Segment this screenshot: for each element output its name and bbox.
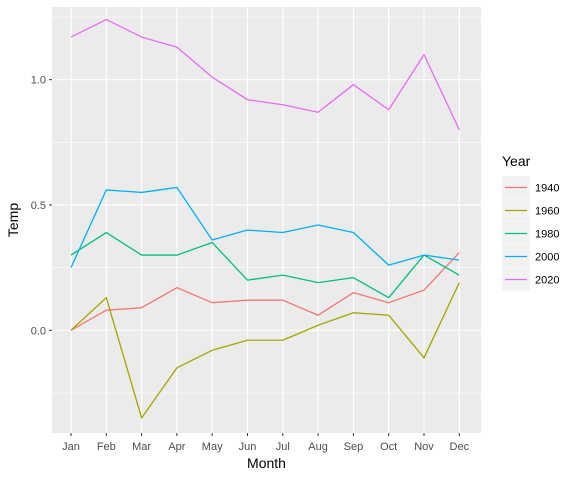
- x-tick-label: Jan: [62, 441, 80, 453]
- y-axis: 0.0 0.5 1.0: [31, 75, 52, 337]
- series-line-2000: [70, 186, 460, 268]
- legend-label-1980: 1980: [535, 229, 559, 241]
- x-tick-label: Oct: [380, 441, 397, 453]
- plot-panel: [52, 7, 481, 433]
- legend-label-1940: 1940: [535, 183, 559, 195]
- x-tick-label: Dec: [450, 441, 470, 453]
- x-tick-label: Mar: [132, 441, 151, 453]
- minor-gridlines: [52, 16, 481, 394]
- y-tick-label: 0.0: [31, 325, 46, 337]
- series-line-1940: [70, 252, 460, 331]
- x-tick-label: Sep: [344, 441, 364, 453]
- legend-title: Year: [502, 153, 531, 169]
- series-line-2020: [70, 18, 460, 131]
- series-line-1980: [70, 231, 460, 299]
- major-gridlines: [52, 7, 481, 433]
- x-tick-label: Apr: [168, 441, 185, 453]
- x-axis-title: Month: [247, 455, 286, 471]
- x-tick-label: Jun: [239, 441, 257, 453]
- x-tick-label: Nov: [414, 441, 434, 453]
- series-line-1960: [70, 282, 460, 419]
- legend-label-1960: 1960: [535, 206, 559, 218]
- y-tick-label: 1.0: [31, 75, 46, 87]
- legend: Year 1940 1960 1980 2000 2020: [502, 153, 559, 291]
- x-tick-label: Aug: [308, 441, 328, 453]
- legend-label-2000: 2000: [535, 252, 559, 264]
- series-lines: [70, 18, 460, 419]
- x-tick-label: Jul: [276, 441, 290, 453]
- y-axis-title: Temp: [5, 203, 21, 237]
- x-tick-label: May: [202, 441, 223, 453]
- x-tick-label: Feb: [97, 441, 116, 453]
- y-tick-label: 0.5: [31, 200, 46, 212]
- x-axis: Jan Feb Mar Apr May Jun Jul Aug Sep Oct Nov Dec: [62, 433, 470, 453]
- legend-label-2020: 2020: [535, 275, 559, 287]
